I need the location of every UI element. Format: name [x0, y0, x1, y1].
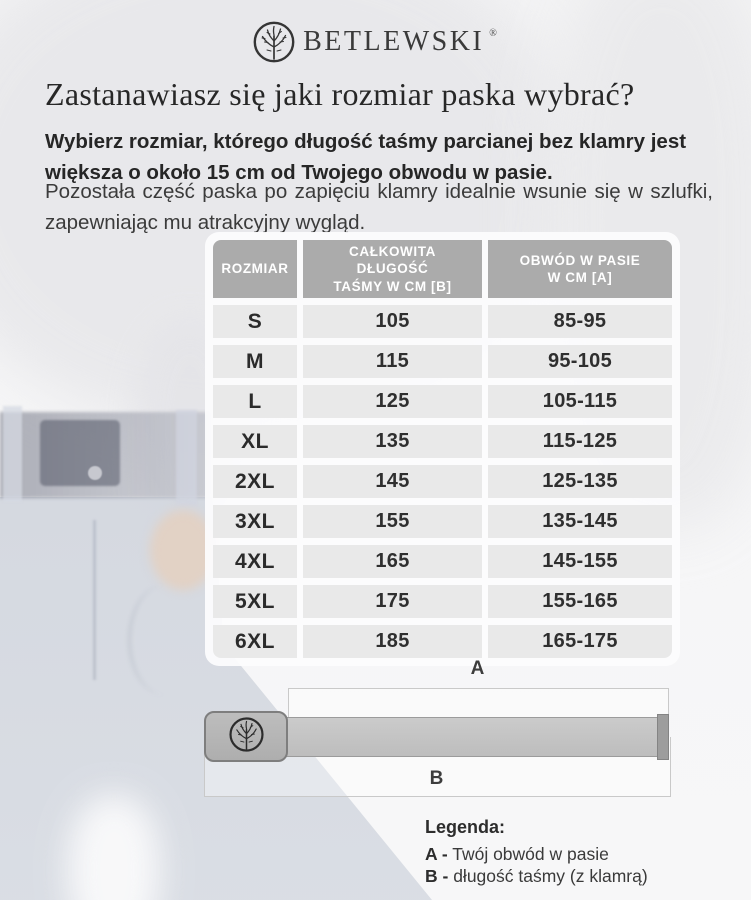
size-table-cell: 135: [303, 425, 482, 458]
tree-in-circle-icon: [252, 20, 296, 64]
size-table-cell: 125-135: [488, 465, 672, 498]
legend-item-b: B - długość taśmy (z klamrą): [425, 865, 648, 887]
photo-jeans-seam: [93, 520, 96, 680]
registered-mark: ®: [489, 27, 497, 39]
page-title: Zastanawiasz się jaki rozmiar paska wybr…: [45, 76, 635, 112]
size-table-cell: 165: [303, 545, 482, 578]
intro-bold-paragraph: Wybierz rozmiar, którego długość taśmy p…: [45, 130, 687, 184]
legend-item-a: A - Twój obwód w pasie: [425, 843, 648, 865]
size-table-cell: 85-95: [488, 305, 672, 338]
size-table-cell: 6XL: [213, 625, 297, 658]
diagram-label-a: A: [470, 658, 485, 679]
brand-logo: BETLEWSKI ®: [0, 16, 751, 68]
size-table-cell: 185: [303, 625, 482, 658]
size-table-header-size: ROZMIAR: [213, 240, 297, 298]
belt-buckle: [204, 711, 288, 762]
size-table-cell: 145: [303, 465, 482, 498]
size-table-cell: 125: [303, 385, 482, 418]
tree-in-circle-icon: [228, 716, 265, 758]
legend-text-b: długość taśmy (z klamrą): [453, 866, 648, 886]
photo-belt-band: [0, 412, 210, 498]
size-table-cell: M: [213, 345, 297, 378]
belt-strap-end-cap: [657, 714, 669, 760]
size-table-cell: 2XL: [213, 465, 297, 498]
legend-title: Legenda:: [425, 817, 506, 837]
size-table-cell: 135-145: [488, 505, 672, 538]
intro-body-paragraph: Pozostała część paska po zapięciu klamry…: [45, 180, 713, 234]
diagram-label-b: B: [429, 768, 444, 789]
size-table-cell: 105: [303, 305, 482, 338]
photo-belt-loop-right: [176, 410, 197, 506]
size-table-cell: 155-165: [488, 585, 672, 618]
brand-name: BETLEWSKI: [303, 26, 485, 57]
legend-key-b: B -: [425, 866, 449, 886]
size-table-header-waist: OBWÓD W PASIE W CM [A]: [488, 240, 672, 298]
size-table-cell: 4XL: [213, 545, 297, 578]
size-table-cell: 155: [303, 505, 482, 538]
size-table-cell: 3XL: [213, 505, 297, 538]
size-table-cell: L: [213, 385, 297, 418]
size-table-cell: 5XL: [213, 585, 297, 618]
photo-belt-buckle: [40, 420, 120, 486]
size-table-cell: 165-175: [488, 625, 672, 658]
size-table-panel: ROZMIAR CAŁKOWITA DŁUGOŚĆ TAŚMY W CM [B]…: [205, 232, 680, 666]
size-table-cell: 95-105: [488, 345, 672, 378]
legend-text-a: Twój obwód w pasie: [452, 844, 609, 864]
photo-buckle-logo: [88, 466, 102, 480]
legend-key-a: A -: [425, 844, 448, 864]
size-table-cell: 105-115: [488, 385, 672, 418]
size-table-cell: 115: [303, 345, 482, 378]
belt-strap: [283, 714, 669, 760]
size-table: ROZMIAR CAŁKOWITA DŁUGOŚĆ TAŚMY W CM [B]…: [213, 240, 672, 658]
size-table-cell: 175: [303, 585, 482, 618]
legend: Legenda: A - Twój obwód w pasie B - dług…: [425, 817, 648, 887]
size-table-cell: S: [213, 305, 297, 338]
size-table-cell: 145-155: [488, 545, 672, 578]
photo-legs-gap: [68, 795, 160, 900]
photo-belt-loop-left: [3, 406, 22, 502]
size-table-cell: XL: [213, 425, 297, 458]
photo-jeans-pocket: [128, 585, 201, 695]
size-table-cell: 115-125: [488, 425, 672, 458]
size-table-header-length: CAŁKOWITA DŁUGOŚĆ TAŚMY W CM [B]: [303, 240, 482, 298]
